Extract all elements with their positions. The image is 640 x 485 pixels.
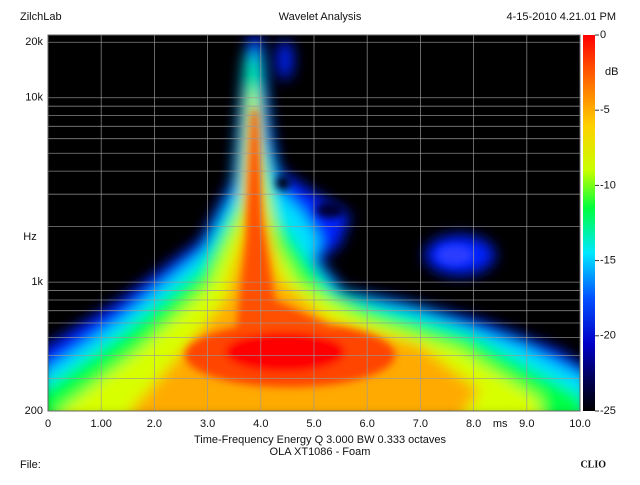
x-tick-label: 7.0 <box>413 418 428 430</box>
colorbar-tick-label: -25 <box>600 405 616 417</box>
colorbar-tick-label: -20 <box>600 330 616 342</box>
x-tick-label: 0 <box>45 418 51 430</box>
x-tick-label: 8.0 <box>466 418 481 430</box>
colorbar <box>583 35 595 411</box>
x-tick-label: 10.0 <box>569 418 590 430</box>
subtitle: Time-Frequency Energy Q 3.000 BW 0.333 o… <box>194 434 447 446</box>
colorbar-label: dB <box>605 66 618 78</box>
colorbar-tick-label: -5 <box>600 104 610 116</box>
colorbar-tick-label: -10 <box>600 179 616 191</box>
colorbar-tick-label: 0 <box>600 29 606 41</box>
y-tick-label: 1k <box>31 276 43 288</box>
chart-title: Wavelet Analysis <box>279 11 362 23</box>
y-tick-label: 10k <box>25 92 43 104</box>
y-tick-label: 20k <box>25 36 43 48</box>
x-tick-label: 5.0 <box>306 418 321 430</box>
header-left: ZilchLab <box>20 11 62 23</box>
y-tick-label: 200 <box>25 405 43 417</box>
x-tick-label: 9.0 <box>519 418 534 430</box>
footer-right: CLIO <box>580 459 606 470</box>
x-tick-label: 6.0 <box>360 418 375 430</box>
colorbar-tick-label: -15 <box>600 255 616 267</box>
x-tick-label: 4.0 <box>253 418 268 430</box>
x-tick-label: 2.0 <box>147 418 162 430</box>
x-axis-label: ms <box>493 418 508 430</box>
plot-frame <box>47 34 581 412</box>
x-tick-label: 3.0 <box>200 418 215 430</box>
header-right: 4-15-2010 4.21.01 PM <box>507 11 616 23</box>
caption: OLA XT1086 - Foam <box>270 446 371 458</box>
footer-left: File: <box>20 459 41 471</box>
y-axis-label: Hz <box>23 231 36 243</box>
x-tick-label: 1.00 <box>90 418 111 430</box>
